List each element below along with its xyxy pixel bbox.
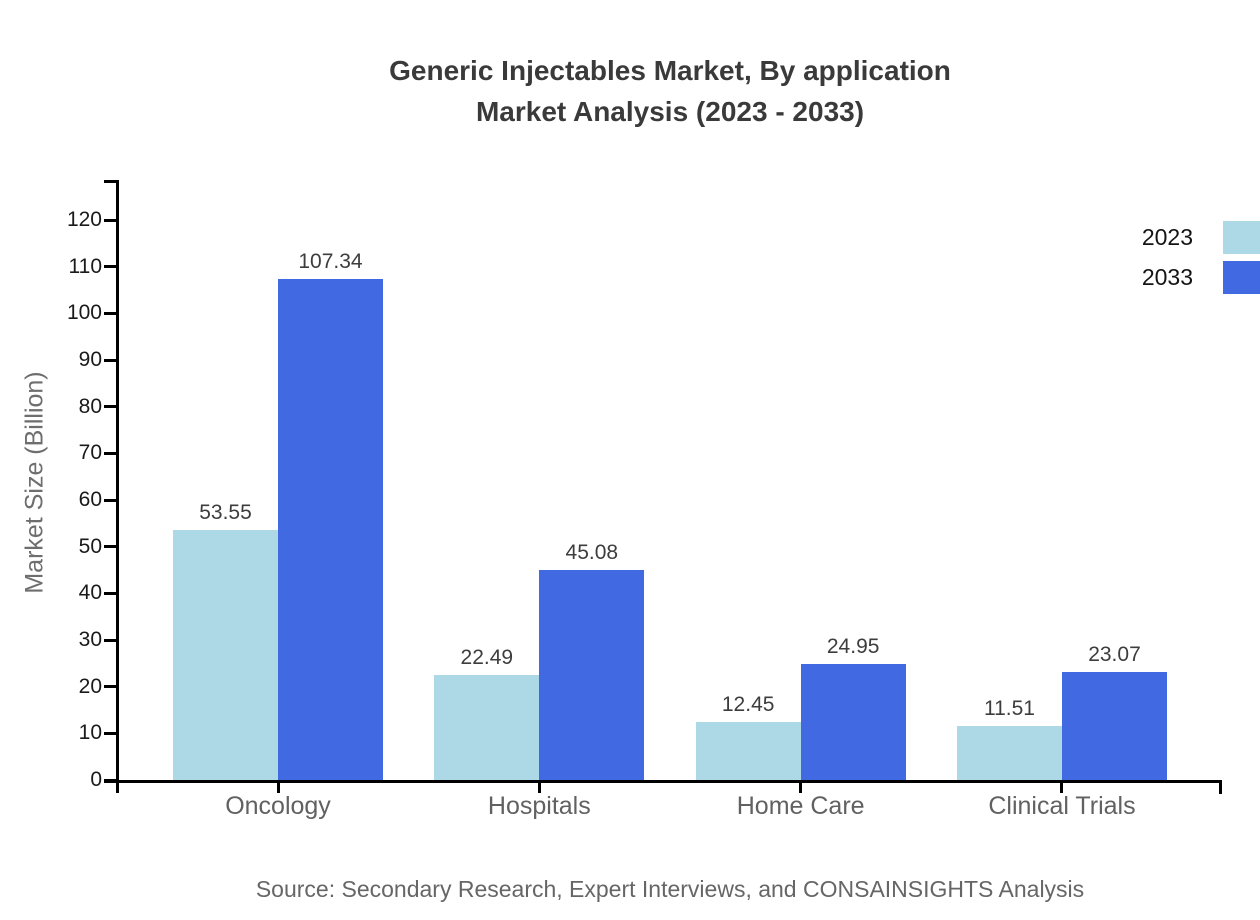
y-axis-top-cap	[104, 180, 116, 183]
y-tick-mark-120	[104, 218, 116, 222]
value-label-2023-home-care: 12.45	[721, 693, 775, 716]
category-label-clinical-trials: Clinical Trials	[988, 792, 1136, 820]
legend-swatch-2033	[1223, 260, 1260, 294]
y-tick-label-120: 120	[66, 208, 102, 231]
x-axis-end-cap	[1219, 780, 1222, 794]
value-label-2023-hospitals: 22.49	[460, 646, 514, 669]
chart-title: Generic Injectables Market, By applicati…	[80, 50, 1260, 132]
y-tick-label-50: 50	[78, 534, 102, 558]
y-tick-label-70: 70	[78, 441, 102, 465]
y-tick-mark-110	[104, 265, 116, 269]
category-label-hospitals: Hospitals	[487, 792, 591, 820]
y-tick-label-0: 0	[90, 768, 102, 791]
bar-2023-hospitals	[434, 675, 540, 780]
y-tick-mark-40	[104, 591, 116, 595]
value-label-2033-hospitals: 45.08	[565, 541, 619, 564]
y-axis-line	[116, 180, 119, 793]
legend-label-2023: 2023	[1141, 223, 1193, 250]
bar-group-hospitals: 22.49 45.08 Hospitals	[434, 180, 645, 820]
category-label-oncology: Oncology	[225, 792, 331, 820]
bar-groups-container: 53.55 107.34 Oncology 22.49 45.08 Hospitals 12…	[119, 180, 1222, 820]
bar-2033-oncology	[278, 279, 383, 780]
bar-group-oncology: 53.55 107.34 Oncology	[173, 180, 383, 820]
y-tick-label-40: 40	[78, 581, 102, 605]
y-tick-label-100: 100	[66, 301, 102, 325]
y-tick-label-80: 80	[78, 394, 102, 418]
chart-title-line2: Market Analysis (2023 - 2033)	[475, 96, 865, 127]
bar-group-clinical-trials: 11.51 23.07 Clinical Trials	[956, 180, 1167, 820]
y-tick-mark-80	[104, 405, 116, 409]
y-tick-label-110: 110	[68, 254, 102, 278]
y-tick-mark-90	[104, 358, 116, 362]
source-note: Source: Secondary Research, Expert Inter…	[255, 876, 1085, 902]
x-tick-mark-oncology	[276, 780, 280, 793]
chart-title-line1: Generic Injectables Market, By applicati…	[389, 55, 951, 86]
y-tick-mark-20	[104, 685, 116, 689]
bar-2023-home-care	[695, 722, 801, 780]
bar-2023-oncology	[173, 530, 278, 780]
legend-label-2033: 2033	[1141, 263, 1193, 290]
y-tick-mark-50	[104, 545, 116, 549]
legend-item-2023: 2023	[1142, 217, 1260, 257]
y-tick-mark-60	[104, 498, 116, 502]
value-label-2023-clinical-trials: 11.51	[983, 697, 1035, 720]
y-tick-mark-10	[104, 731, 116, 735]
bar-group-home-care: 12.45 24.95 Home Care	[695, 180, 906, 820]
legend-swatch-2023	[1223, 220, 1260, 254]
value-label-2023-oncology: 53.55	[199, 501, 252, 524]
y-tick-label-30: 30	[78, 628, 102, 651]
y-tick-mark-70	[104, 451, 116, 455]
bar-2033-home-care	[800, 664, 906, 780]
x-axis-line	[104, 780, 1222, 783]
bar-2023-clinical-trials	[956, 726, 1062, 780]
y-tick-label-10: 10	[78, 721, 102, 745]
bar-2033-hospitals	[539, 570, 645, 780]
value-label-2033-clinical-trials: 23.07	[1088, 643, 1141, 666]
value-label-2033-home-care: 24.95	[826, 635, 880, 658]
x-tick-mark-clinical-trials	[1060, 780, 1064, 793]
bar-2033-clinical-trials	[1061, 672, 1167, 780]
value-label-2033-oncology: 107.34	[298, 250, 363, 273]
y-tick-mark-100	[104, 311, 116, 315]
y-tick-label-90: 90	[78, 348, 102, 371]
category-label-home-care: Home Care	[736, 792, 865, 820]
y-tick-mark-0	[104, 778, 116, 782]
x-tick-mark-hospitals	[537, 780, 541, 793]
y-tick-label-20: 20	[78, 674, 102, 698]
y-tick-label-60: 60	[78, 488, 102, 511]
x-tick-mark-home-care	[799, 780, 803, 793]
legend: 2023 2033	[1142, 217, 1260, 297]
plot-area: 0 10 20 30 40 50 60 70 80 90 100 110 120 53.55 107.34…	[67, 180, 1222, 820]
y-tick-mark-30	[104, 638, 116, 642]
legend-item-2033: 2033	[1142, 257, 1260, 297]
